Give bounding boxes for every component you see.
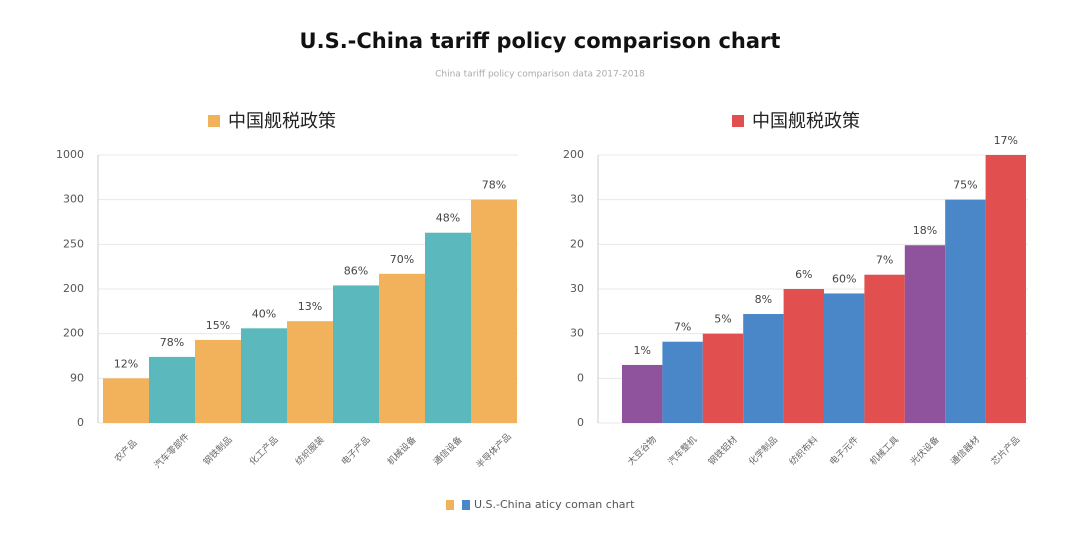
x-tick-label: 纺织布料	[786, 434, 820, 468]
bar	[103, 378, 149, 423]
bar	[379, 273, 425, 423]
bar-label: 6%	[795, 268, 812, 281]
bar	[743, 314, 784, 423]
bar-label: 15%	[206, 319, 230, 332]
bar	[985, 155, 1026, 423]
bar	[287, 321, 333, 423]
subtitle: China tariff policy comparison data 2017…	[435, 70, 645, 80]
y-tick-label: 0	[577, 371, 584, 384]
bar-label: 18%	[913, 224, 937, 237]
y-tick-label: 20	[570, 237, 584, 250]
x-tick-label: 化工产品	[247, 434, 281, 468]
x-tick-label: 纺织服装	[293, 434, 327, 468]
bar	[783, 289, 824, 423]
footer-swatch	[446, 500, 454, 510]
bar-label: 1%	[633, 344, 650, 357]
y-tick-label: 30	[570, 327, 584, 340]
bar	[195, 339, 241, 423]
bar-label: 7%	[876, 254, 893, 267]
bar-label: 60%	[832, 272, 856, 285]
x-tick-label: 光伏设备	[908, 434, 942, 468]
bar-label: 78%	[160, 336, 184, 349]
y-tick-label: 200	[63, 327, 84, 340]
x-tick-label: 钢铁铝材	[706, 434, 740, 468]
bar-label: 7%	[674, 321, 691, 334]
x-tick-label: 机械设备	[385, 434, 419, 468]
x-tick-label: 芯片产品	[988, 434, 1022, 468]
bar-label: 70%	[390, 253, 414, 266]
y-tick-label: 30	[570, 193, 584, 206]
y-tick-label: 0	[77, 416, 84, 429]
bar-label: 48%	[436, 212, 460, 225]
y-tick-label: 1000	[56, 148, 84, 161]
y-tick-label: 30	[570, 282, 584, 295]
x-tick-label: 通信器材	[948, 434, 982, 468]
bar-label: 78%	[482, 179, 506, 192]
bar	[945, 199, 986, 423]
bar-label: 86%	[344, 264, 368, 277]
x-tick-label: 大豆谷物	[625, 434, 659, 468]
y-tick-label: 250	[63, 237, 84, 250]
x-tick-label: 通信设备	[431, 434, 465, 468]
x-tick-label: 机械工具	[867, 434, 901, 468]
bar	[702, 333, 744, 423]
x-tick-label: 钢铁制品	[201, 434, 235, 468]
bar	[904, 245, 946, 423]
footer-legend: U.S.-China aticy coman chart	[474, 498, 635, 511]
bar	[425, 232, 471, 423]
legend-swatch	[732, 115, 744, 127]
footer-swatch	[462, 500, 470, 510]
bar	[662, 341, 703, 423]
bar-label: 17%	[994, 134, 1018, 147]
title: U.S.-China tariff policy comparison char…	[300, 29, 781, 53]
y-tick-label: 200	[563, 148, 584, 161]
bar	[149, 356, 195, 423]
bar	[333, 285, 379, 423]
x-tick-label: 汽车整机	[665, 434, 699, 468]
bar-label: 13%	[298, 300, 322, 313]
bar-label: 12%	[114, 357, 138, 370]
bar-label: 8%	[755, 293, 772, 306]
y-tick-label: 90	[70, 371, 84, 384]
bar-label: 40%	[252, 307, 276, 320]
y-tick-label: 300	[63, 193, 84, 206]
x-tick-label: 汽车零部件	[151, 430, 191, 470]
y-tick-label: 200	[63, 282, 84, 295]
bar-label: 5%	[714, 313, 731, 326]
x-tick-label: 化学制品	[746, 434, 780, 468]
legend-label: 中国舰税政策	[228, 111, 336, 132]
y-tick-label: 0	[577, 416, 584, 429]
legend-label: 中国舰税政策	[752, 111, 860, 132]
bar	[622, 364, 663, 423]
bar	[471, 199, 517, 423]
x-tick-label: 电子产品	[339, 434, 373, 468]
x-tick-label: 电子元件	[827, 434, 861, 468]
bar	[864, 274, 905, 423]
bar-label: 75%	[953, 179, 977, 192]
x-tick-label: 农产品	[112, 437, 140, 465]
bar	[824, 293, 865, 423]
x-tick-label: 半导体产品	[473, 430, 513, 470]
legend-swatch	[208, 115, 220, 127]
bar	[241, 328, 287, 423]
